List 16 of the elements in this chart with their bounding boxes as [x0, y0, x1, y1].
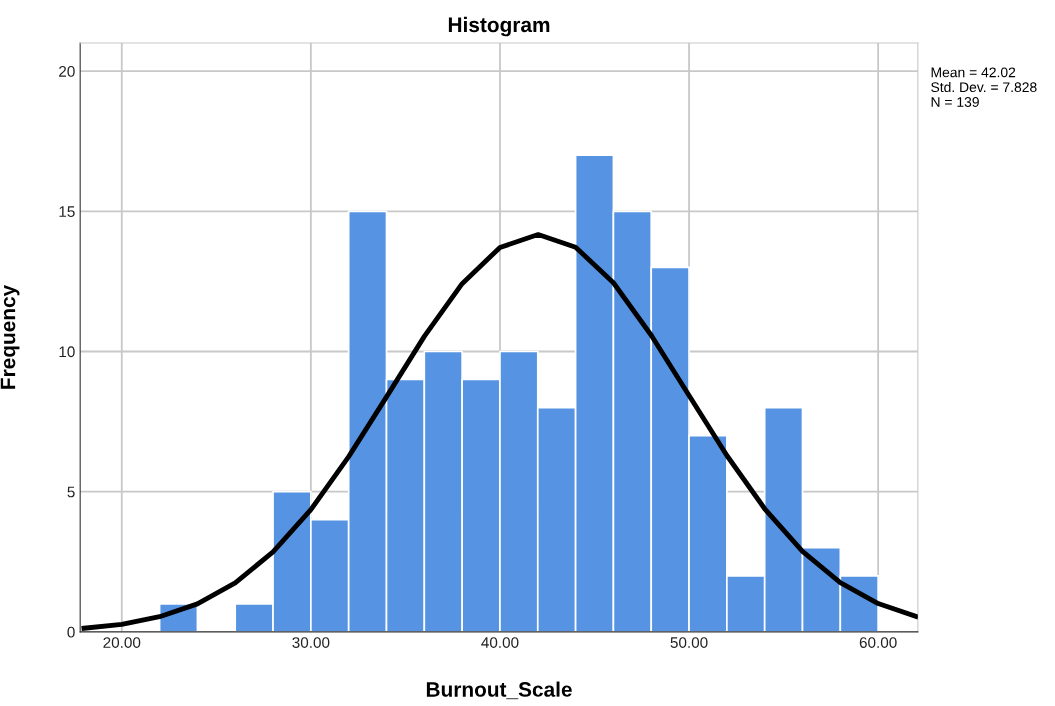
chart-title: Histogram: [448, 16, 550, 37]
x-tick-label: 60.00: [859, 637, 897, 648]
x-tick-label: 40.00: [481, 637, 519, 648]
y-axis-title: Frequency: [0, 284, 20, 389]
text: N = 139: [931, 97, 979, 107]
x-tick-label: 50.00: [670, 637, 708, 648]
y-tick-label: 5: [67, 486, 75, 498]
x-tick-label: 30.00: [292, 637, 330, 648]
y-tick-label: 20: [59, 65, 75, 77]
x-tick-label: 20.00: [103, 637, 141, 648]
y-tick-label: 10: [59, 346, 75, 358]
text: Std. Dev. = 7.828: [931, 81, 1037, 93]
text: Mean = 42.02: [931, 67, 1016, 78]
x-axis-title: Burnout_Scale: [426, 681, 572, 700]
y-tick-label: 15: [59, 206, 75, 217]
y-tick-label: 0: [67, 626, 75, 638]
